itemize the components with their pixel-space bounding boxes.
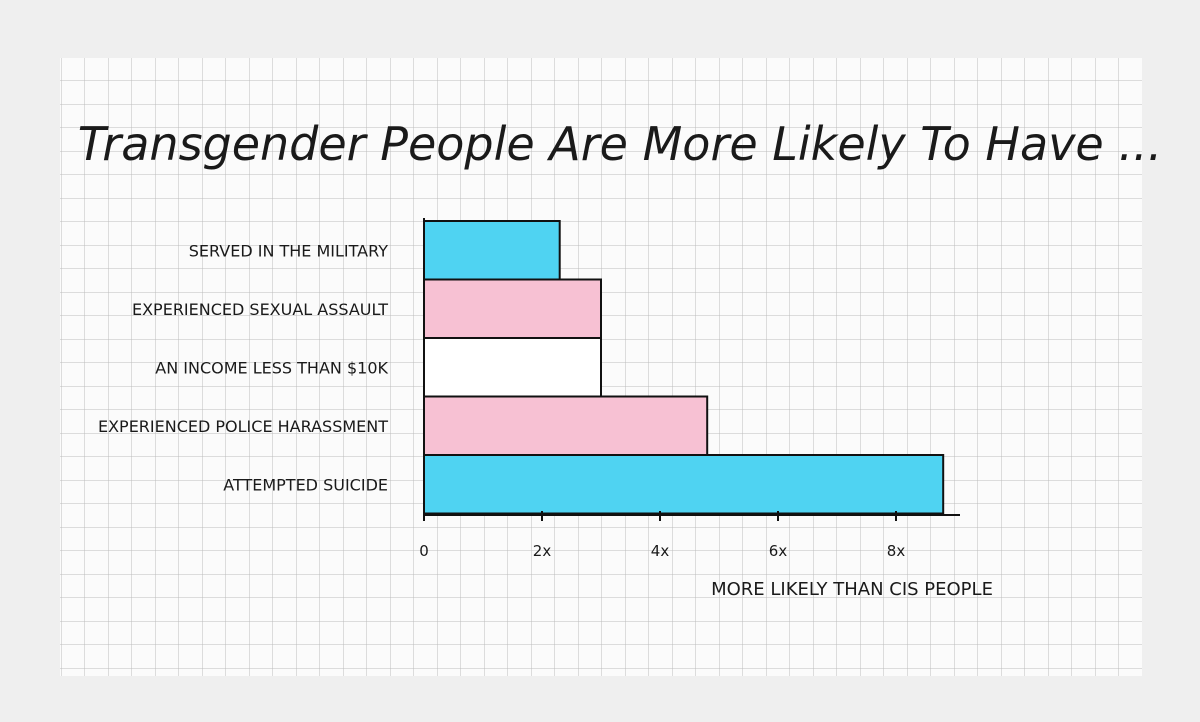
category-label: EXPERIENCED POLICE HARASSMENT <box>98 417 388 436</box>
chart-title: Transgender People Are More Likely To Ha… <box>78 117 1162 171</box>
category-label: ATTEMPTED SUICIDE <box>223 475 388 494</box>
bar <box>423 220 561 281</box>
x-axis-label: MORE LIKELY THAN CIS PEOPLE <box>711 579 993 600</box>
x-tick-label: 2x <box>533 542 552 560</box>
x-tick-label: 0 <box>419 542 429 560</box>
category-label: SERVED IN THE MILITARY <box>189 241 388 260</box>
bars-layer <box>423 220 945 515</box>
x-tick-label: 4x <box>651 542 670 560</box>
category-label: EXPERIENCED SEXUAL ASSAULT <box>132 300 388 319</box>
category-label: AN INCOME LESS THAN $10K <box>155 358 388 377</box>
bar <box>423 454 945 515</box>
x-tick-label: 6x <box>769 542 788 560</box>
bar <box>423 337 602 398</box>
x-tick-label: 8x <box>887 542 906 560</box>
category-labels-layer: SERVED IN THE MILITARY EXPERIENCED SEXUAL… <box>98 241 389 494</box>
bar <box>423 395 709 456</box>
ticks-layer: 0 2x 4x 6x 8x <box>419 511 905 560</box>
bar <box>423 278 602 339</box>
